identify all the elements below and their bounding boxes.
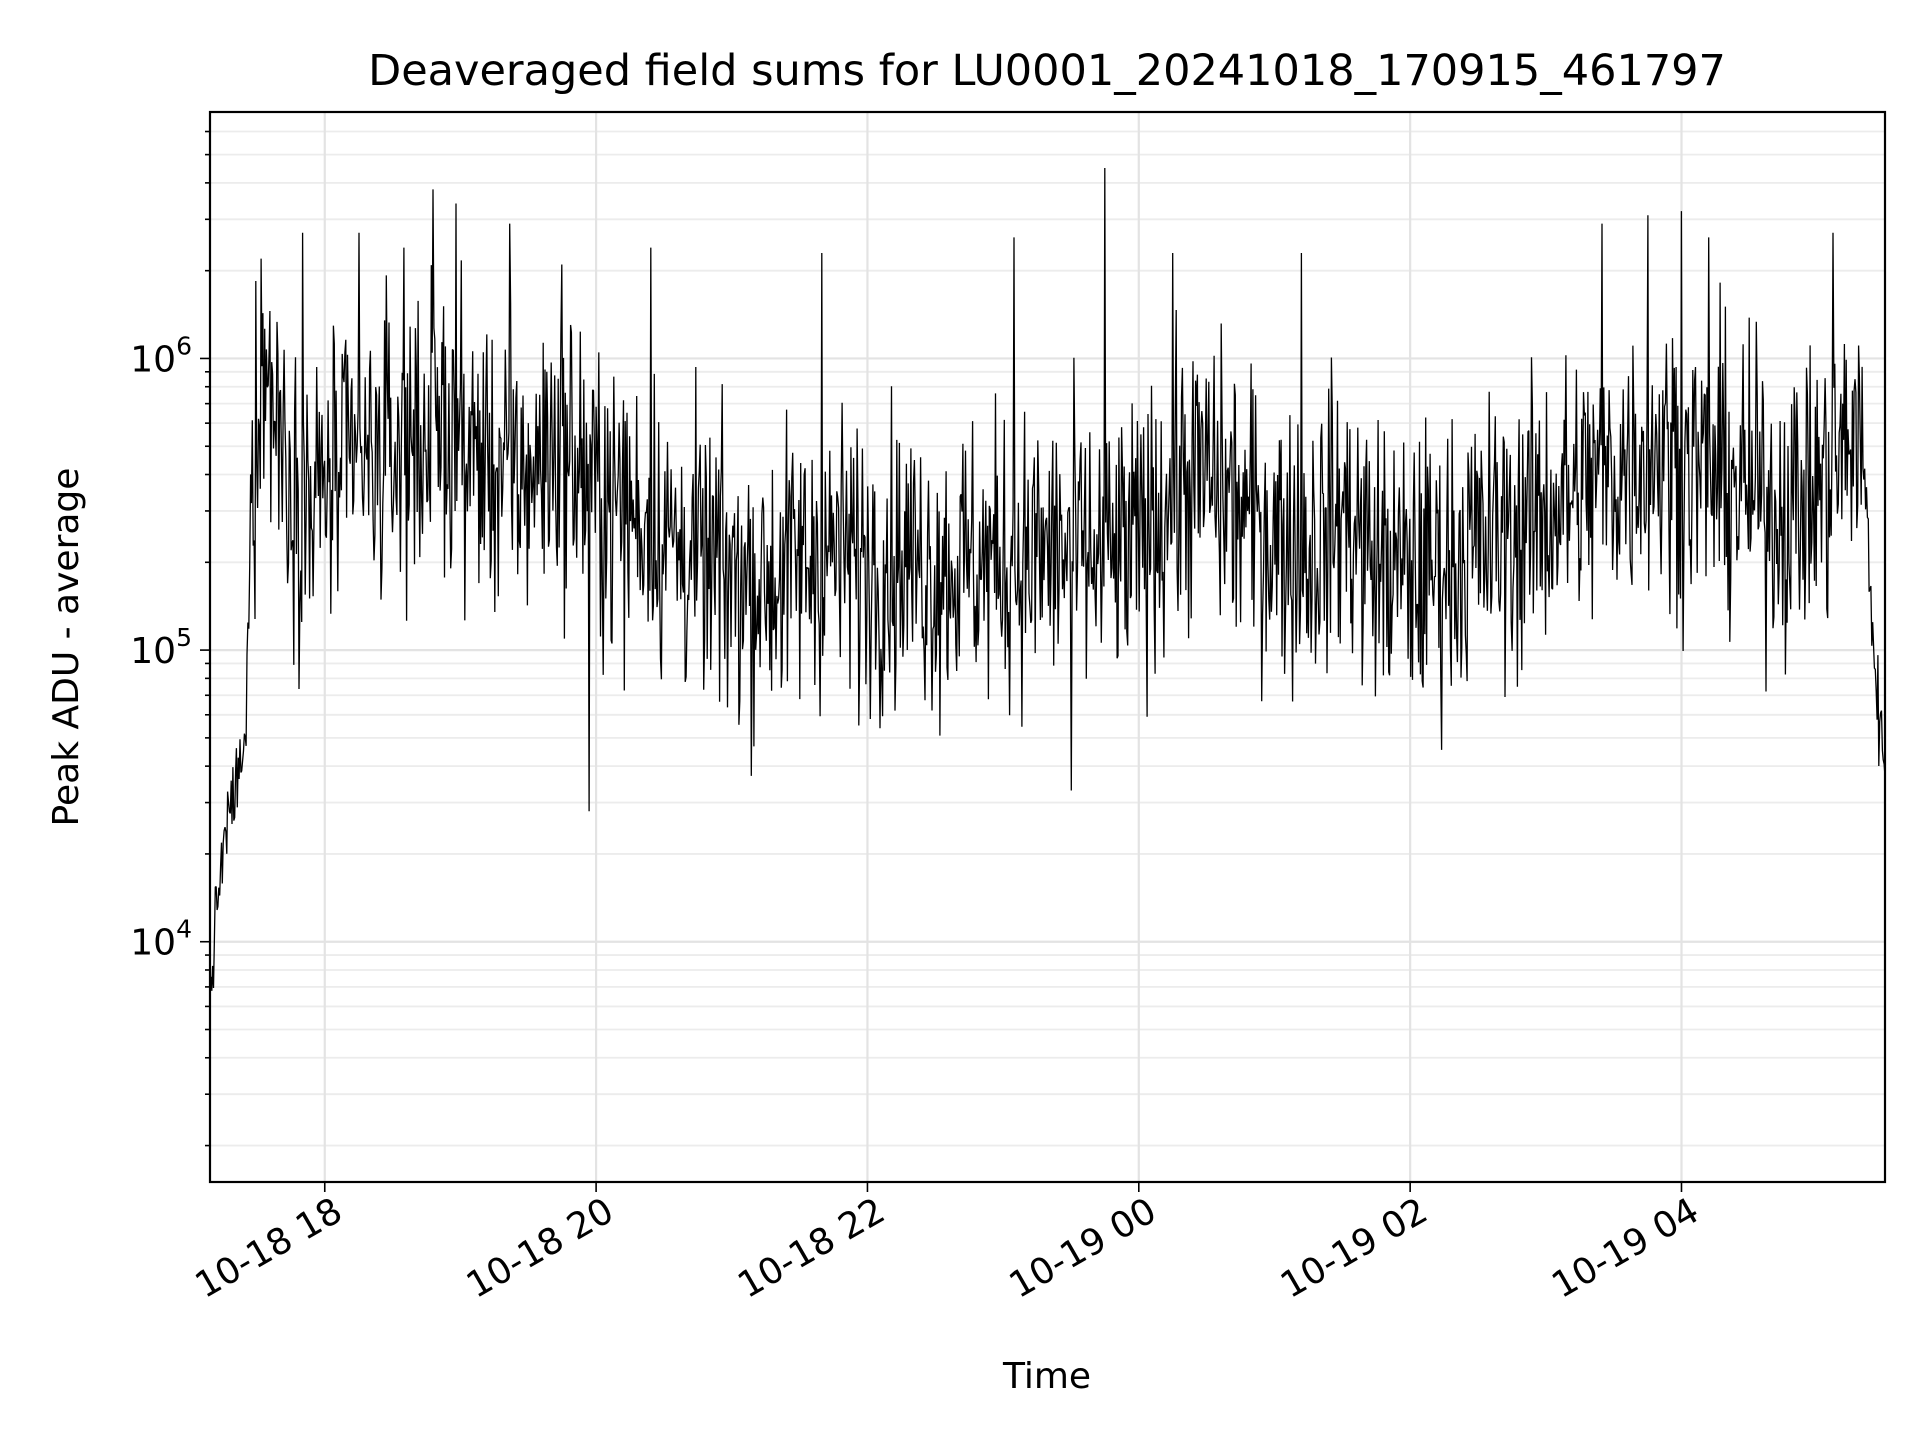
y-tick-label: 106 [130,331,192,380]
series-line [209,167,1886,994]
plot-frame [208,110,1887,1184]
y-tick-label: 104 [130,915,192,964]
y-tick-label: 105 [130,623,192,672]
series [209,167,1886,994]
x-axis-label: Time [1002,1356,1091,1397]
y-axis: 104 105 106 [130,130,210,1147]
y-axis-label: Peak ADU - average [46,468,87,827]
chart-title: Deaveraged field sums for LU0001_2024101… [368,46,1726,96]
